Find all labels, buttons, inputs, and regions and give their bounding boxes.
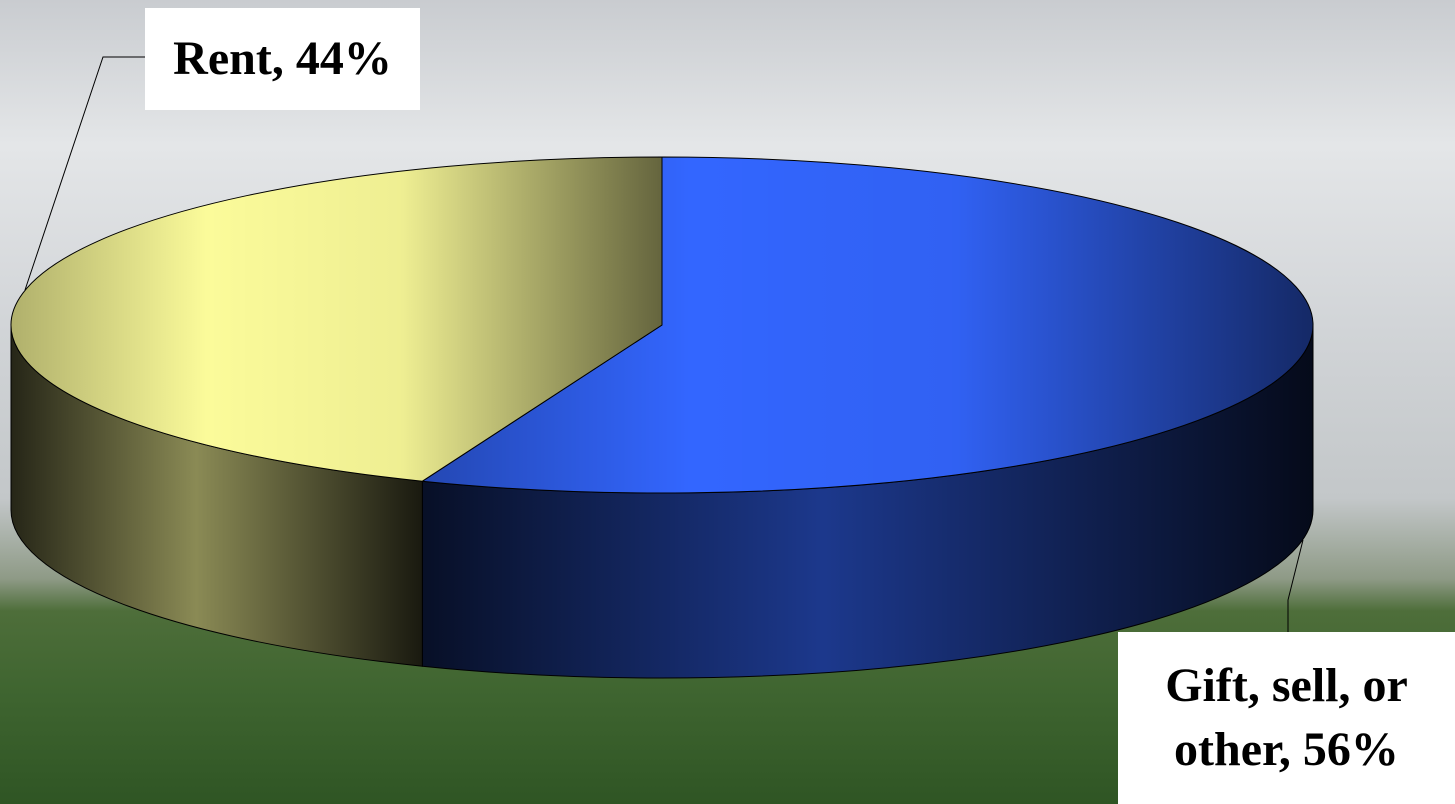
data-label: Rent, 44% [145,8,420,110]
leader-line [1287,539,1304,632]
leader-line [24,56,148,291]
slice-shade [10,156,663,482]
pie [10,156,1314,679]
slice-shade [420,156,1314,494]
data-label: Gift, sell, or other, 56% [1118,632,1455,804]
